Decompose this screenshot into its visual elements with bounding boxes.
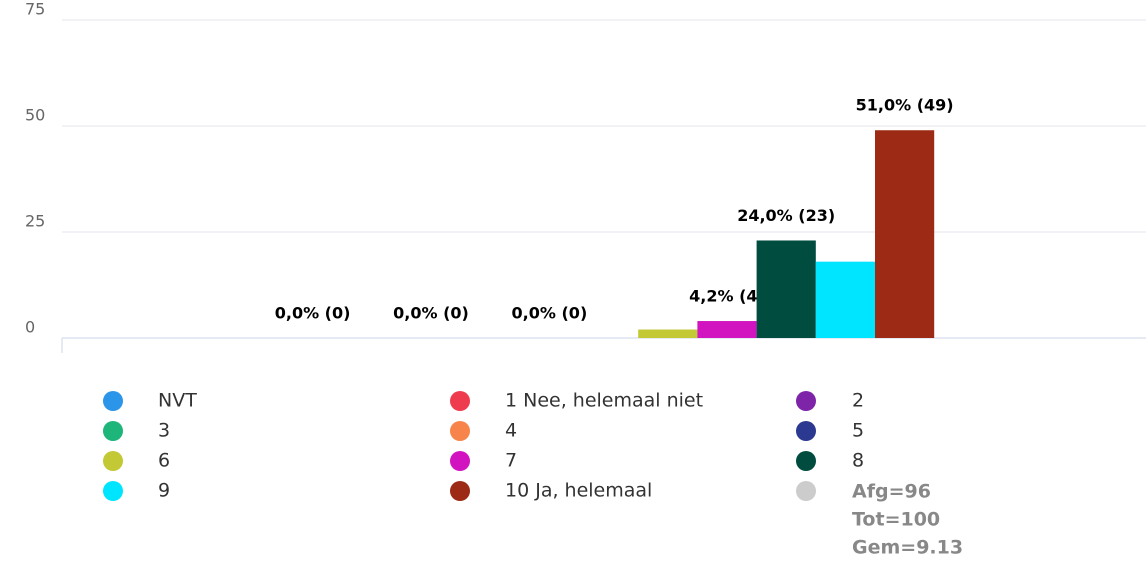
legend-marker (450, 451, 470, 471)
legend-marker (103, 391, 123, 411)
legend-marker (450, 391, 470, 411)
legend-marker (796, 421, 816, 441)
data-label: 4,2% (4) (689, 287, 765, 306)
legend-label: 8 (852, 450, 864, 472)
legend-marker (103, 421, 123, 441)
y-tick-label: 0 (25, 318, 35, 337)
legend-label: 7 (505, 450, 517, 472)
data-label: 51,0% (49) (856, 96, 954, 115)
stat-label: Afg=96 (852, 481, 931, 503)
legend-label: 5 (852, 420, 864, 442)
legend-label: 6 (158, 450, 170, 472)
legend-marker (796, 481, 816, 501)
legend-marker (796, 451, 816, 471)
bar (638, 329, 698, 338)
legend-label: NVT (158, 390, 197, 412)
stat-label: Tot=100 (852, 509, 940, 531)
data-label: 0,0% (0) (393, 304, 469, 323)
y-tick-label: 50 (25, 106, 45, 125)
legend-label: 9 (158, 480, 170, 502)
y-tick-label: 25 (25, 212, 45, 231)
y-tick-label: 75 (25, 0, 45, 19)
legend-marker (796, 391, 816, 411)
legend-label: 1 Nee, helemaal niet (505, 390, 703, 412)
bar (815, 261, 875, 338)
legend-label: 4 (505, 420, 517, 442)
legend-marker (450, 481, 470, 501)
legend-marker (103, 481, 123, 501)
bar (697, 321, 757, 338)
bar (875, 130, 935, 338)
legend-label: 2 (852, 390, 864, 412)
legend-marker (103, 451, 123, 471)
legend-label: 3 (158, 420, 170, 442)
data-label: 0,0% (0) (512, 304, 588, 323)
legend-marker (450, 421, 470, 441)
data-label: 0,0% (0) (275, 304, 351, 323)
legend-label: 10 Ja, helemaal (505, 480, 652, 502)
bar (756, 240, 816, 338)
stat-label: Gem=9.13 (852, 537, 963, 559)
data-label: 24,0% (23) (737, 206, 835, 225)
